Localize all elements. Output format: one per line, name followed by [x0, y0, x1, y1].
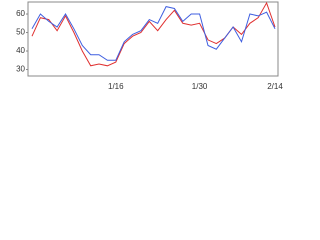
x-tick-label: 2/14 [267, 82, 283, 91]
x-tick-label: 1/16 [108, 82, 124, 91]
x-tick-label: 1/30 [192, 82, 208, 91]
y-tick-label: 60 [16, 9, 25, 18]
chart: 30 40 50 60 1/16 1/30 2/14 [16, 1, 283, 91]
y-tick-label: 30 [16, 65, 25, 74]
plot-frame [27, 1, 279, 77]
series-line [31, 1, 276, 67]
series-line [31, 6, 276, 61]
y-tick-label: 50 [16, 28, 25, 37]
y-tick-label: 40 [16, 46, 25, 55]
